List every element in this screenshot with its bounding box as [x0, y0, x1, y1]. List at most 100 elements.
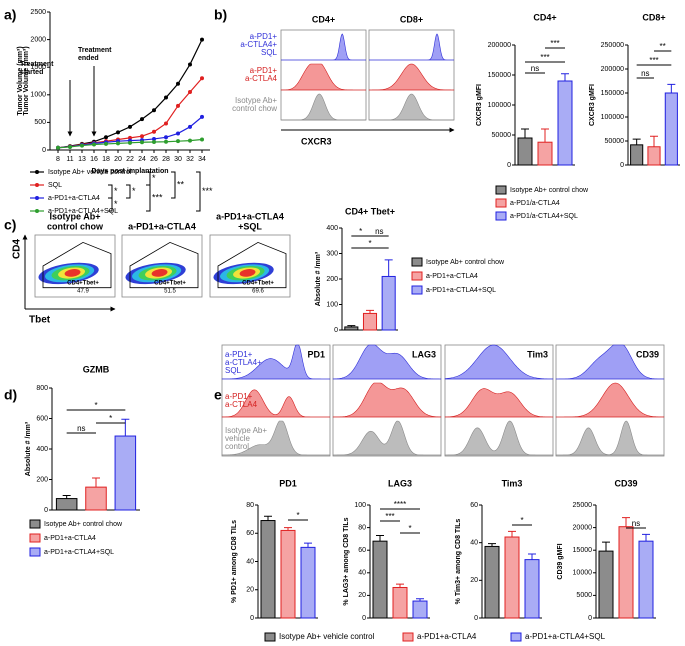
group-label: a-CTLA4+ — [225, 358, 262, 367]
significance-label: **** — [394, 500, 406, 509]
y-tick-label: 0 — [362, 615, 366, 622]
bar — [85, 486, 107, 511]
bar — [557, 80, 573, 166]
y-axis-label: Absolute # /mm³ — [25, 421, 32, 476]
bar — [630, 144, 644, 166]
group-label: a-PD1+ — [225, 392, 253, 401]
data-point — [188, 138, 192, 143]
y-tick-label: 500 — [34, 119, 46, 126]
error-bar — [667, 83, 676, 93]
histogram-title: Tim3 — [527, 349, 548, 359]
x-tick-label: 11 — [66, 156, 73, 163]
x-axis-label: CXCR3 — [301, 136, 332, 146]
density-contour — [151, 269, 168, 277]
x-tick-label: 20 — [114, 156, 122, 163]
significance-label: *** — [550, 39, 559, 48]
annotation: started — [20, 69, 43, 76]
significance-bracket — [108, 197, 113, 212]
y-tick-label: 1500 — [30, 64, 46, 71]
significance-label: * — [114, 199, 118, 209]
error-bar — [92, 477, 100, 488]
significance-label: * — [114, 186, 118, 196]
panel-label: d) — [4, 387, 17, 403]
legend-label: SQL — [48, 182, 62, 189]
chart-title: CD4+ Tbet+ — [345, 206, 395, 216]
x-tick-label: 16 — [90, 156, 98, 163]
y-tick-label: 400 — [326, 225, 338, 232]
annotation: Treatment — [20, 61, 54, 68]
legend-label: a-PD1+a-CTLA4 — [44, 535, 96, 542]
plot-title: a-PD1+a-CTLA4 — [216, 211, 284, 221]
legend-label: a-PD1/a-CTLA4 — [510, 200, 560, 207]
significance-label: * — [368, 239, 371, 248]
group-label: a-CTLA4+ — [240, 40, 277, 49]
x-tick-label: 26 — [150, 156, 158, 163]
gate — [42, 241, 112, 289]
y-tick-label: 25000 — [573, 502, 593, 509]
gate-value: 51.5 — [164, 289, 176, 295]
significance-bracket — [196, 171, 201, 212]
bar — [598, 550, 614, 619]
significance-label: *** — [540, 53, 549, 62]
bar — [114, 435, 137, 511]
data-point — [164, 121, 168, 126]
data-point — [164, 135, 168, 140]
bar — [484, 545, 500, 619]
data-point — [200, 37, 204, 42]
error-bar — [396, 583, 404, 588]
legend-swatch — [411, 257, 423, 267]
y-tick-label: 0 — [334, 327, 338, 334]
y-tick-label: 60 — [246, 530, 254, 537]
significance-label: * — [109, 414, 112, 423]
y-tick-label: 20 — [358, 592, 366, 599]
y-axis-label: CD39 gMFI — [557, 543, 564, 579]
legend-swatch — [495, 211, 507, 221]
y-tick-label: 20000 — [573, 524, 593, 531]
bar — [280, 529, 296, 619]
legend-label: Isotype Ab+ control chow — [44, 521, 123, 528]
data-point — [164, 139, 168, 144]
y-tick-label: 200000 — [601, 66, 624, 73]
error-bar — [561, 73, 569, 81]
group-label: Isotype Ab+ — [225, 426, 267, 435]
data-point — [200, 76, 204, 81]
y-tick-label: 0 — [507, 162, 511, 169]
density-contour — [239, 269, 256, 277]
panel-label: b) — [214, 7, 227, 23]
gate — [217, 241, 287, 289]
error-bar — [264, 515, 272, 521]
significance-label: * — [408, 524, 411, 533]
x-tick-label: 28 — [162, 156, 170, 163]
gate-label: CD4+Tbet+ — [154, 281, 186, 287]
y-tick-label: 600 — [36, 415, 48, 422]
gate-value: 69.6 — [252, 289, 264, 295]
data-point — [152, 108, 156, 113]
chart-title: CD4+ — [533, 12, 556, 22]
gate-label: CD4+Tbet+ — [67, 281, 99, 287]
significance-label: *** — [385, 512, 394, 521]
histogram-peak — [444, 388, 554, 418]
y-tick-label: 100000 — [488, 102, 511, 109]
bar — [504, 536, 520, 619]
y-axis-label: CD4 — [12, 239, 23, 259]
bar — [372, 540, 388, 619]
significance-bracket — [171, 171, 176, 199]
bar — [381, 275, 396, 331]
y-axis-label: CXCR3 gMFI — [476, 84, 483, 126]
density-contour — [64, 269, 81, 277]
bar — [647, 146, 661, 166]
y-tick-label: 150000 — [488, 72, 511, 79]
y-tick-label: 2000 — [30, 36, 46, 43]
bar — [344, 326, 359, 331]
legend-label: a-PD1+a-CTLA4+SQL — [44, 549, 114, 556]
y-tick-label: 200 — [326, 276, 338, 283]
legend-label: a-PD1+a-CTLA4+SQL — [525, 632, 606, 641]
histogram-title: LAG3 — [412, 349, 436, 359]
histogram-peak — [332, 382, 442, 418]
group-label: a-CTLA4 — [245, 74, 278, 83]
y-tick-label: 150000 — [601, 90, 624, 97]
significance-label: * — [520, 516, 523, 525]
significance-label: ns — [531, 64, 539, 73]
legend-label: a-PD1+a-CTLA4+SQL — [426, 287, 496, 294]
significance-bracket — [108, 184, 113, 199]
